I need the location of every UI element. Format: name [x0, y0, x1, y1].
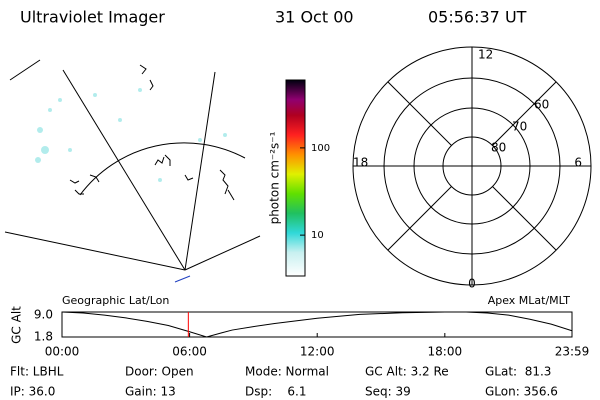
info-item: Flt: LBHL — [10, 365, 64, 379]
info-item: Dsp: 6.1 — [245, 385, 307, 399]
info-item: IP: 36.0 — [10, 385, 55, 399]
colorbar-label: photon cm⁻²s⁻¹ — [268, 131, 282, 224]
panel-label: Geographic Lat/Lon — [62, 294, 169, 307]
title: Ultraviolet Imager — [20, 8, 165, 27]
mlt-label: 12 — [478, 48, 493, 62]
polar-grid — [352, 46, 592, 286]
info-item: Mode: Normal — [245, 365, 329, 379]
info-item: Gain: 13 — [125, 385, 176, 399]
lat-label: 80 — [491, 141, 506, 155]
info-item: Door: Open — [125, 365, 194, 379]
x-tick-label: 06:00 — [172, 345, 207, 359]
lat-label: 70 — [512, 120, 527, 134]
colorbar — [285, 79, 306, 277]
info-item: Seq: 39 — [365, 385, 411, 399]
x-tick-label: 23:59 — [555, 345, 590, 359]
y-tick-label: 9.0 — [34, 308, 53, 322]
info-item: GLon: 356.6 — [485, 385, 558, 399]
mlt-label: 0 — [468, 277, 476, 291]
x-tick-label: 18:00 — [428, 345, 463, 359]
date: 31 Oct 00 — [275, 8, 354, 27]
mlt-label: 6 — [574, 156, 582, 170]
colorbar-tick-label: 100 — [311, 143, 330, 154]
y-tick-label: 1.8 — [34, 330, 53, 344]
lat-label: 60 — [534, 98, 549, 112]
x-tick-label: 00:00 — [45, 345, 80, 359]
colorbar-tick-label: 10 — [311, 230, 324, 241]
info-item: GLat: 81.3 — [485, 365, 551, 379]
time: 05:56:37 UT — [428, 8, 527, 27]
map — [4, 59, 261, 283]
mlt-label: 18 — [353, 156, 368, 170]
panel-label: Apex MLat/MLT — [488, 294, 571, 307]
x-tick-label: 12:00 — [300, 345, 335, 359]
y-axis-label: GC Alt — [10, 306, 24, 344]
info-item: GC Alt: 3.2 Re — [365, 365, 449, 379]
altitude-line — [61, 311, 573, 338]
